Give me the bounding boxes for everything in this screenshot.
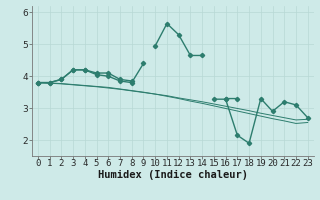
X-axis label: Humidex (Indice chaleur): Humidex (Indice chaleur) — [98, 170, 248, 180]
